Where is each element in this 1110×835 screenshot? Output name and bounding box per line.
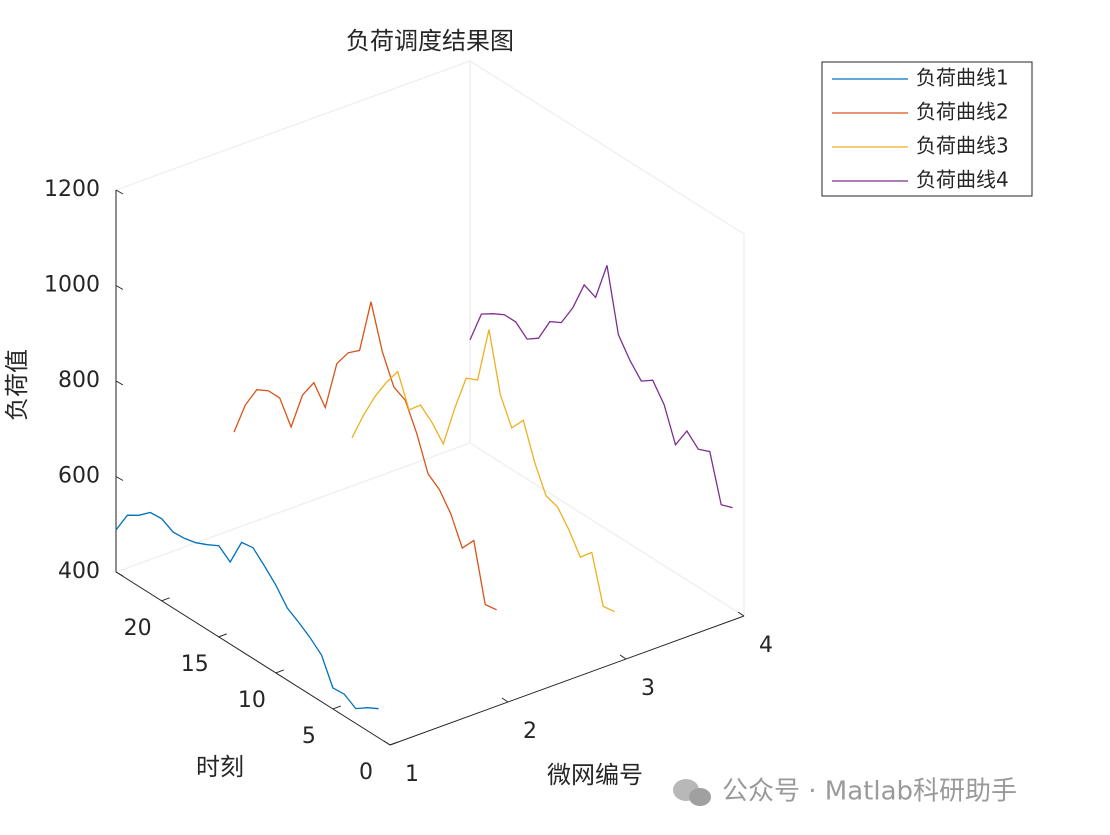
watermark-icon: [689, 788, 711, 806]
x-tick: [501, 697, 509, 703]
legend-label: 负荷曲线2: [916, 100, 1009, 124]
z-tick: [115, 285, 124, 290]
z-tick-label: 1200: [44, 177, 100, 202]
x-axis: [389, 615, 745, 746]
z-axis-label: 负荷值: [3, 349, 31, 421]
y-tick-label: 5: [302, 724, 316, 749]
z-tick-label: 800: [58, 368, 100, 393]
data-line: [351, 329, 615, 613]
legend-label: 负荷曲线4: [916, 168, 1009, 192]
watermark-text: 公众号 · Matlab科研助手: [722, 777, 1017, 807]
watermark: 公众号 · Matlab科研助手: [673, 777, 1017, 807]
y-axis-label: 时刻: [196, 753, 244, 781]
y-tick-label: 15: [181, 652, 209, 677]
y-tick: [389, 741, 399, 746]
z-tick: [115, 380, 124, 386]
x-tick: [737, 611, 745, 617]
x-tick-label: 4: [759, 633, 773, 658]
legend-box: [821, 61, 1033, 197]
y-tick-label: 0: [359, 760, 373, 785]
z-tick-label: 1000: [44, 273, 100, 298]
x-tick-label: 3: [641, 676, 655, 701]
x-axis-label: 微网编号: [547, 761, 643, 789]
z-tick: [115, 571, 124, 577]
z-tick-label: 600: [58, 464, 100, 489]
y-tick: [275, 669, 285, 674]
y-tick-label: 10: [238, 688, 266, 713]
y-tick: [332, 705, 342, 710]
y-tick: [218, 633, 227, 638]
y-tick: [161, 597, 170, 602]
legend-label: 负荷曲线3: [916, 134, 1009, 158]
x-tick-label: 2: [523, 719, 537, 744]
z-tick-label: 400: [58, 559, 100, 584]
data-line: [115, 511, 379, 710]
data-line: [233, 301, 497, 611]
z-tick: [115, 476, 124, 481]
x-tick: [383, 740, 391, 746]
data-line: [469, 265, 733, 509]
z-tick: [115, 189, 124, 195]
chart-title: 负荷调度结果图: [346, 27, 514, 55]
x-tick: [619, 654, 627, 660]
x-tick-label: 1: [405, 762, 419, 787]
y-tick-label: 20: [124, 616, 152, 641]
back-pane: [469, 59, 745, 618]
legend-label: 负荷曲线1: [916, 66, 1009, 90]
